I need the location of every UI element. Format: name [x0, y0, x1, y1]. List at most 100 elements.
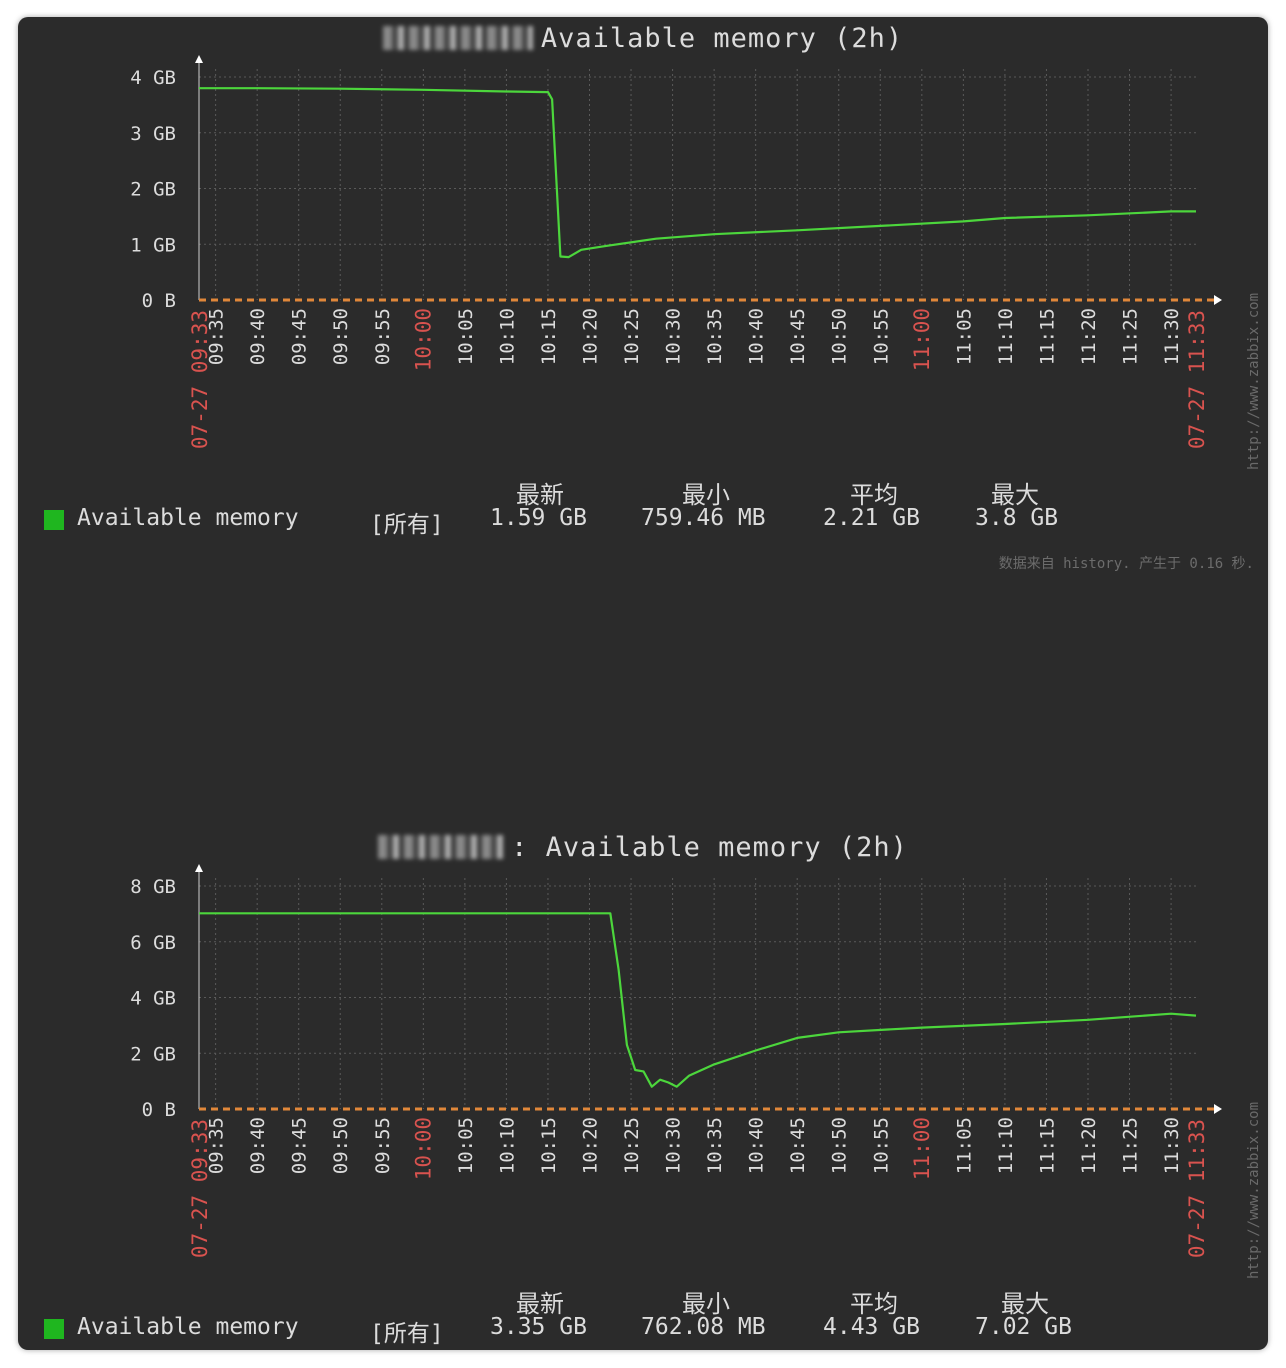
y-axis-arrow [195, 864, 203, 872]
x-tick-label: 09:50 [330, 1117, 352, 1174]
series-line [199, 87, 1196, 259]
x-tick-label: 11:25 [1120, 1117, 1142, 1174]
chart-svg: 0 B 2 GB 4 GB 6 GB 8 GB 09:35 09:40 09:45 09:50 0… [130, 864, 1262, 1279]
x-axis-arrow [1214, 1104, 1222, 1114]
x-tick-label: 10:20 [579, 308, 601, 365]
x-tick-label: 10:40 [746, 1117, 768, 1174]
x-tick-label: 11:20 [1078, 1117, 1100, 1174]
stat-header-last: 最新 [516, 1290, 564, 1318]
legend-avg-value: 2.21 GB [823, 505, 920, 531]
y-axis-arrow [195, 55, 203, 63]
x-tick-label: 11:15 [1036, 308, 1058, 365]
stat-header-avg: 平均 [850, 481, 898, 509]
x-end-label: 07-27 11:33 [1185, 1119, 1209, 1258]
x-tick-label: 11:10 [995, 308, 1017, 365]
x-tick-label: 10:35 [704, 1117, 726, 1174]
data-source-footnote: 数据来自 history. 产生于 0.16 秒. [998, 556, 1254, 572]
x-tick-label: 10:25 [621, 308, 643, 365]
legend-max-value: 3.8 GB [975, 505, 1059, 531]
x-tick-label: 10:15 [538, 308, 560, 365]
legend-scope: [所有] [370, 512, 444, 538]
y-tick-label: 1 GB [130, 234, 176, 256]
legend-scope: [所有] [370, 1321, 444, 1347]
x-tick-label: 11:30 [1161, 308, 1183, 365]
stat-header-max: 最大 [1001, 1290, 1049, 1318]
x-tick-label: 10:00 [411, 1117, 435, 1180]
y-tick-label: 0 B [142, 290, 176, 312]
x-tick-label: 11:25 [1120, 308, 1142, 365]
x-tick-label: 11:20 [1078, 308, 1100, 365]
x-tick-label: 10:55 [870, 1117, 892, 1174]
x-tick-label: 09:35 [206, 1117, 228, 1174]
graph-title-text: Available memory (2h) [540, 23, 904, 54]
x-tick-label: 10:45 [787, 308, 809, 365]
stat-header-last: 最新 [516, 481, 564, 509]
y-tick-label: 0 B [142, 1099, 176, 1121]
y-tick-label: 8 GB [130, 876, 176, 898]
x-tick-label: 11:10 [995, 1117, 1017, 1174]
chart-svg: 0 B 1 GB 2 GB 3 GB 4 GB 09:35 09:40 09:45 09:50 0… [130, 55, 1262, 470]
legend-min-value: 759.46 MB [641, 505, 766, 531]
x-tick-label: 09:35 [206, 308, 228, 365]
x-tick-label: 10:05 [455, 1117, 477, 1174]
x-tick-label: 10:30 [663, 1117, 685, 1174]
y-tick-label: 2 GB [130, 1043, 176, 1065]
legend-avg-value: 4.43 GB [823, 1314, 920, 1340]
y-tick-label: 6 GB [130, 932, 176, 954]
stat-header-min: 最小 [682, 481, 730, 509]
legend-last-value: 3.35 GB [490, 1314, 587, 1340]
x-tick-label: 09:55 [372, 1117, 394, 1174]
x-tick-label: 11:05 [953, 1117, 975, 1174]
x-tick-label: 10:50 [829, 308, 851, 365]
x-axis-arrow [1214, 295, 1222, 305]
legend-max-value: 7.02 GB [975, 1314, 1072, 1340]
y-tick-label: 3 GB [130, 123, 176, 145]
x-tick-label: 11:30 [1161, 1117, 1183, 1174]
x-tick-label: 10:50 [829, 1117, 851, 1174]
legend-row: Available memory [所有] 3.35 GB 762.08 MB … [18, 1314, 1268, 1348]
x-tick-label: 09:40 [247, 1117, 269, 1174]
x-tick-label: 10:10 [496, 308, 518, 365]
x-start-label: 07-27 09:33 [188, 1119, 212, 1258]
x-start-label: 07-27 09:33 [188, 310, 212, 449]
stat-header-min: 最小 [682, 1290, 730, 1318]
memory-graph-2: : Available memory (2h) 0 B 2 GB 4 GB 6 GB 8… [18, 826, 1268, 1350]
graph-title: Available memory (2h) [18, 23, 1268, 54]
legend-swatch [44, 510, 64, 530]
x-tick-label: 10:25 [621, 1117, 643, 1174]
redacted-hostname [382, 26, 533, 50]
x-tick-label: 10:15 [538, 1117, 560, 1174]
legend-series-name: Available memory [77, 1314, 299, 1340]
legend-swatch [44, 1319, 64, 1339]
x-tick-label: 11:00 [910, 1117, 934, 1180]
x-tick-label: 10:55 [870, 308, 892, 365]
series-line [199, 912, 1197, 1088]
zabbix-credit: http://www.zabbix.com [1246, 293, 1262, 470]
graph-title: : Available memory (2h) [18, 832, 1268, 863]
x-tick-label: 10:20 [579, 1117, 601, 1174]
x-tick-label: 10:10 [496, 1117, 518, 1174]
legend-last-value: 1.59 GB [490, 505, 587, 531]
stat-header-avg: 平均 [850, 1290, 898, 1318]
stat-header-max: 最大 [991, 481, 1039, 509]
legend-min-value: 762.08 MB [641, 1314, 766, 1340]
legend-series-name: Available memory [77, 505, 299, 531]
y-tick-label: 2 GB [130, 179, 176, 201]
x-tick-label: 09:55 [372, 308, 394, 365]
y-tick-label: 4 GB [130, 988, 176, 1010]
x-tick-label: 10:05 [455, 308, 477, 365]
redacted-hostname [378, 835, 504, 859]
x-tick-label: 10:00 [411, 308, 435, 371]
zabbix-credit: http://www.zabbix.com [1246, 1102, 1262, 1279]
legend-row: Available memory [所有] 1.59 GB 759.46 MB … [18, 505, 1268, 539]
x-tick-label: 09:50 [330, 308, 352, 365]
graph-window: Available memory (2h) 0 B 1 GB 2 GB 3 GB 4 G… [18, 17, 1268, 1350]
x-tick-label: 11:15 [1036, 1117, 1058, 1174]
graph-title-text: : Available memory (2h) [511, 832, 908, 863]
x-tick-label: 09:45 [289, 308, 311, 365]
x-tick-label: 10:35 [704, 308, 726, 365]
x-end-label: 07-27 11:33 [1185, 310, 1209, 449]
x-tick-label: 10:30 [663, 308, 685, 365]
x-tick-label: 10:40 [746, 308, 768, 365]
x-tick-label: 11:00 [910, 308, 934, 371]
